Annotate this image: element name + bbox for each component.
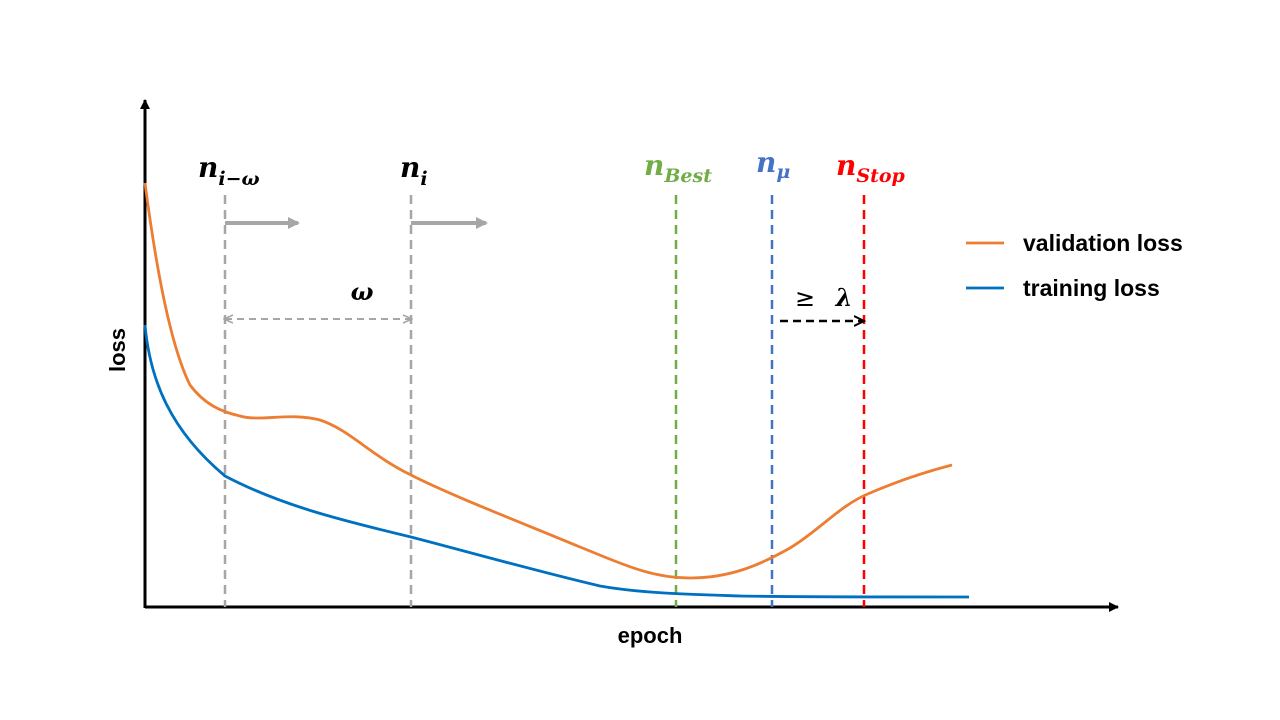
n-best-label: nBest bbox=[644, 149, 712, 187]
n-i-sub: i bbox=[420, 168, 427, 190]
n-i-base: n bbox=[400, 151, 420, 184]
n-best-sub: Best bbox=[663, 165, 712, 187]
n-mu-sub: μ bbox=[776, 161, 790, 183]
legend-training-label: training loss bbox=[1023, 275, 1160, 301]
n-mu-base: n bbox=[756, 146, 776, 179]
omega-label: ω bbox=[351, 277, 374, 306]
n-i-label: ni bbox=[400, 151, 428, 190]
n-mu-label: nμ bbox=[756, 146, 790, 183]
lambda-label: λ bbox=[835, 283, 853, 312]
n-i-minus-omega-label: ni−ω bbox=[198, 151, 260, 190]
x-axis-label: epoch bbox=[618, 623, 683, 648]
legend-validation-label: validation loss bbox=[1023, 230, 1183, 256]
n-stop-base: n bbox=[836, 149, 856, 182]
n-i-minus-omega-base: n bbox=[198, 151, 218, 184]
y-axis-label: loss bbox=[105, 328, 130, 372]
n-i-minus-omega-sub: i−ω bbox=[218, 168, 259, 190]
n-stop-sub: Stop bbox=[856, 165, 905, 187]
training-loss-curve bbox=[143, 324, 970, 599]
n-best-base: n bbox=[644, 149, 664, 182]
n-stop-label: nStop bbox=[836, 149, 906, 187]
validation-loss-curve bbox=[143, 182, 953, 580]
legend: validation loss training loss bbox=[966, 230, 1183, 301]
geq-symbol: ≥ bbox=[795, 284, 815, 312]
